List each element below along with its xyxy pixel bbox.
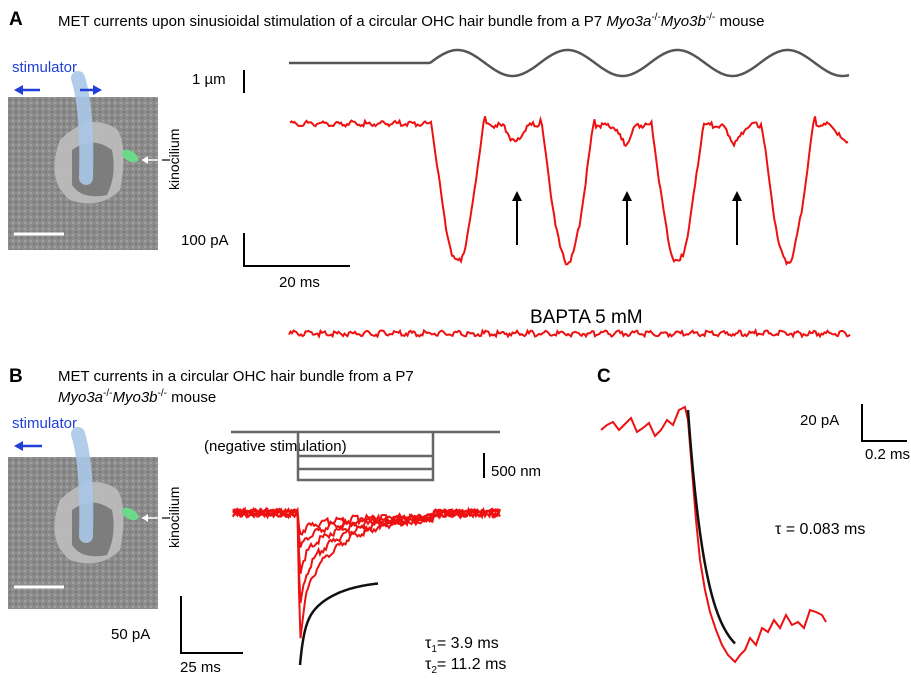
panel-b-scale-current-label: 50 pA [111,626,151,643]
panel-b-fit-curve [298,582,379,666]
panel-b-label: B [9,366,23,387]
panel-a-current-time-scale-bar [243,233,350,267]
panel-c-label: C [597,366,611,387]
panel-a-title: MET currents upon sinusioidal stimulatio… [58,12,765,30]
panel-a-genotype-b: Myo3b [660,13,706,30]
panel-b-kinocilium-marker [121,507,139,521]
arrow-3-icon [732,191,742,201]
panel-b-tau2-value: = 11.2 ms [436,656,507,673]
panel-b-genotype-b-sup: -/- [157,388,167,399]
panel-b-kinocilium-arrow [142,514,170,522]
panel-a-title-tail: mouse [715,13,765,30]
panel-a-kinocilium-arrow [142,156,170,164]
panel-a-scale-current-label: 100 pA [181,232,229,249]
panel-a-adaptation-arrows [512,191,742,245]
panel-c-scale-time-label: 0.2 ms [865,446,911,463]
panel-a-scale-time-label: 20 ms [279,274,320,291]
panel-b-title-tail: mouse [166,389,217,406]
panel-b-tau2-sub: 2 [431,665,437,677]
arrow-1-icon [512,191,522,201]
panel-a-stimulus-trace [289,48,850,78]
panel-c-scale-bar [861,404,907,442]
panel-a-scale-disp-label: 1 µm [192,71,226,88]
panel-a-kinocilium-marker [121,149,139,163]
panel-a-stimulator-probe [71,71,94,185]
panel-a-stimulator-arrows [14,85,102,95]
panel-b-title-line1: MET currents in a circular OHC hair bund… [58,368,414,385]
panel-b-scale-disp-label: 500 nm [491,463,542,480]
panel-c-tau-label: τ = 0.083 ms [775,521,866,538]
panel-b-stimulus-steps [231,430,500,482]
panel-b-genotype-a: Myo3a [58,389,104,406]
panel-c-scale-current-label: 20 pA [800,412,840,429]
panel-a-bapta-trace [288,327,851,339]
panel-a-bapta-label: BAPTA 5 mM [530,307,643,328]
panel-b-tau2: τ2= 11.2 ms [425,657,506,676]
panel-b-current-traces [232,506,501,639]
panel-a-current-trace [289,115,849,266]
panel-b-tau1-symbol: τ [425,635,432,652]
panel-b-genotype-a-sup: -/- [103,388,113,399]
panel-b-tau1-sub: 1 [431,644,437,656]
panel-b-stimulator-arrow [14,441,42,451]
panel-a-stimulator-label: stimulator [12,59,78,76]
panel-a-label: A [9,9,23,30]
panel-b-stimulator-probe [71,427,94,543]
arrow-2-icon [622,191,632,201]
panel-b-current-time-scale-bar [180,596,243,654]
panel-a-genotype-a: Myo3a [606,13,652,30]
panel-c-fit-curve [686,409,736,645]
panel-b-stimulator-label: stimulator [12,415,78,432]
panel-b-tau1-value: = 3.9 ms [436,635,499,652]
panel-a-genotype-b-sup: -/- [705,12,716,23]
panel-b-neg-stim-label: (negative stimulation) [204,438,347,455]
panel-b-tau2-symbol: τ [425,656,432,673]
panel-b-title-line2: Myo3a-/-Myo3b-/- mouse [58,388,217,406]
panel-b-tau1: τ1= 3.9 ms [425,636,499,655]
panel-a-genotype-a-sup: -/- [651,12,661,23]
panel-b-scale-time-label: 25 ms [180,659,221,676]
panel-c-current-trace [600,405,827,664]
panel-a-title-text: MET currents upon sinusioidal stimulatio… [58,13,607,30]
panel-b-genotype-b: Myo3b [112,389,158,406]
